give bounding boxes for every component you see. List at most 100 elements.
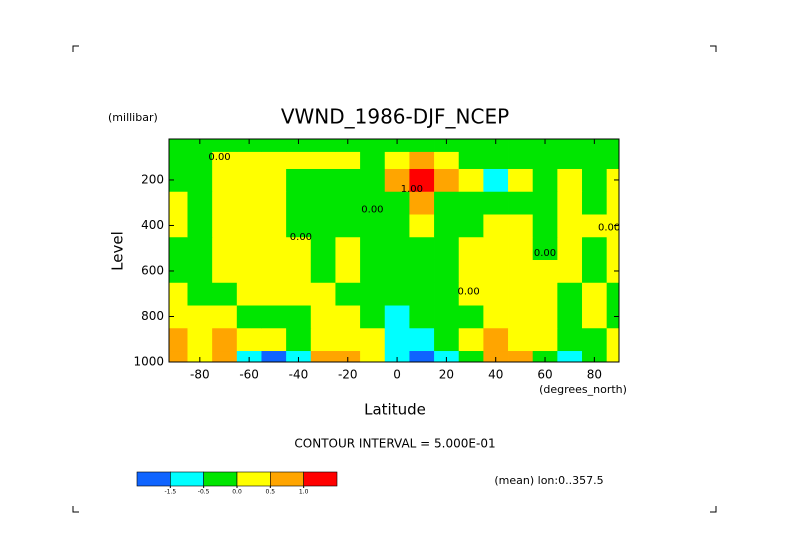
plot-frame: [168, 138, 620, 363]
contour-cell: [310, 305, 336, 329]
contour-cell: [557, 282, 583, 306]
contour-cell: [335, 236, 361, 261]
contour-cell: [261, 305, 287, 329]
colorbar-swatch: [236, 471, 271, 487]
contour-cell: [384, 236, 410, 261]
contour-cell: [261, 214, 287, 238]
contour-cell: [360, 327, 386, 352]
contour-cell: [532, 305, 558, 329]
contour-cell: [384, 282, 410, 306]
contour-cell: [360, 236, 386, 261]
contour-cell: [261, 350, 287, 363]
contour-cell: [261, 259, 287, 283]
colorbar-label: 1.0: [299, 489, 309, 496]
contour-cell: [236, 139, 262, 152]
contour-cell: [606, 139, 620, 152]
colorbar-label: 0.0: [232, 489, 242, 496]
contour-cell: [434, 259, 460, 283]
contour-cell: [384, 214, 410, 238]
contour-cell: [458, 350, 484, 363]
contour-cell: [434, 214, 460, 238]
contour-cell: [606, 191, 620, 215]
contour-cell: [483, 282, 509, 306]
contour-cell: [409, 327, 435, 352]
y-units: (millibar): [108, 111, 158, 124]
contour-cell: [508, 151, 534, 169]
contour-cell: [606, 151, 620, 169]
contour-cell: [261, 168, 287, 192]
contour-cell: [532, 259, 558, 283]
contour-cell: [409, 259, 435, 283]
contour-cell: [360, 139, 386, 152]
colorbar-label: -0.5: [198, 489, 210, 496]
y-tick-label: 600: [141, 263, 164, 277]
contour-cell: [532, 214, 558, 238]
x-tick-label: 20: [439, 368, 454, 382]
contour-cell: [187, 282, 213, 306]
contour-cell: [236, 191, 262, 215]
contour-cell: [434, 236, 460, 261]
contour-cell: [360, 305, 386, 329]
contour-label: 0.00: [598, 223, 620, 234]
x-tick-label: 80: [587, 368, 602, 382]
contour-cell: [169, 259, 188, 283]
contour-cell: [508, 168, 534, 192]
y-tick-label: 400: [141, 218, 164, 232]
contour-cell: [508, 259, 534, 283]
contour-cell: [483, 151, 509, 169]
contour-cell: [360, 214, 386, 238]
contour-cell: [335, 168, 361, 192]
contour-cell: [557, 350, 583, 363]
contour-cell: [557, 327, 583, 352]
contour-cell: [483, 259, 509, 283]
contour-cell: [236, 236, 262, 261]
contour-cell: [360, 350, 386, 363]
x-tick-label: -20: [338, 368, 358, 382]
contour-cell: [360, 168, 386, 192]
contour-cell: [236, 282, 262, 306]
contour-cell: [335, 305, 361, 329]
contour-cell: [434, 327, 460, 352]
y-tick-label: 1000: [133, 355, 164, 369]
contour-cell: [187, 236, 213, 261]
contour-cell: [187, 305, 213, 329]
contour-cell: [212, 236, 238, 261]
contour-cell: [286, 282, 312, 306]
contour-cell: [532, 282, 558, 306]
contour-cell: [236, 214, 262, 238]
contour-cell: [557, 139, 583, 152]
contour-cell: [606, 350, 620, 363]
contour-cell: [169, 168, 188, 192]
contour-cell: [557, 236, 583, 261]
contour-cell: [310, 236, 336, 261]
x-units: (degrees_north): [539, 383, 627, 396]
contour-cell: [434, 282, 460, 306]
contour-cell: [557, 259, 583, 283]
contour-cell: [169, 282, 188, 306]
contour-cell: [310, 327, 336, 352]
colorbar-swatch: [170, 471, 204, 487]
contour-cell: [582, 305, 608, 329]
x-tick-label: -60: [239, 368, 259, 382]
contour-cell: [508, 305, 534, 329]
contour-cell: [582, 168, 608, 192]
contour-cell: [187, 151, 213, 169]
contour-cell: [212, 350, 238, 363]
contour-cell: [384, 151, 410, 169]
contour-cell: [582, 350, 608, 363]
contour-label: 0.00: [534, 248, 556, 259]
contour-cell: [483, 350, 509, 363]
contour-cell: [261, 139, 287, 152]
contour-cell: [409, 350, 435, 363]
contour-cell: [409, 191, 435, 215]
contour-cell: [532, 327, 558, 352]
contour-cell: [606, 168, 620, 192]
contour-cell: [261, 327, 287, 352]
contour-cell: [434, 350, 460, 363]
contour-cell: [310, 259, 336, 283]
contour-cell: [508, 350, 534, 363]
contour-cell: [169, 327, 188, 352]
contour-cell: [187, 139, 213, 152]
contour-cell: [212, 191, 238, 215]
x-tick-label: 40: [488, 368, 503, 382]
